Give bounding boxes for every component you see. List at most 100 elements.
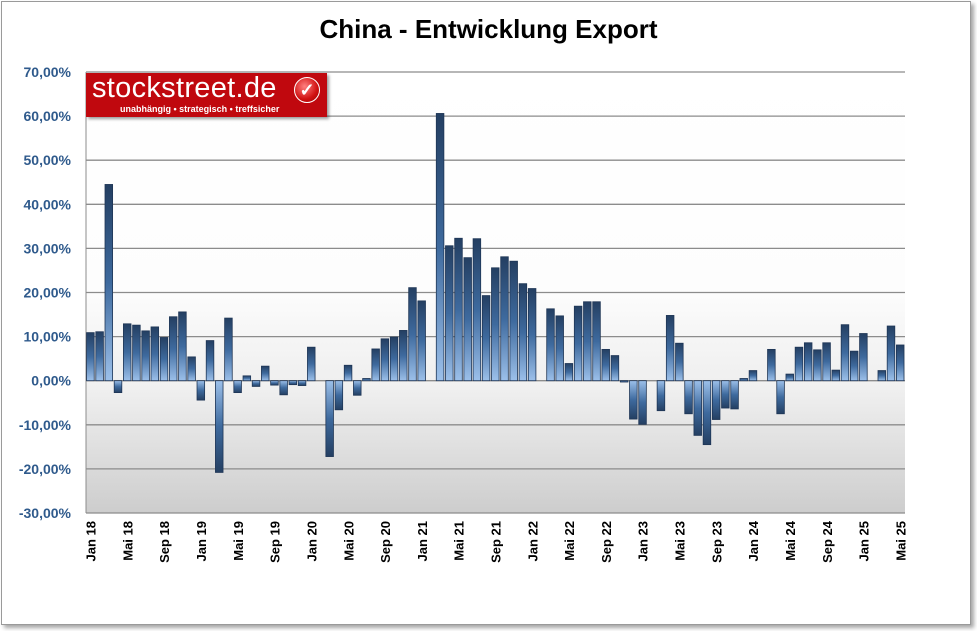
bar-Jan-19 — [196, 380, 206, 401]
bar-Mär-20 — [325, 380, 334, 457]
x-tick-label: Sep 20 — [378, 521, 393, 563]
bar-Aug-18 — [150, 326, 160, 382]
bar-Okt-23 — [721, 380, 730, 409]
bar-Jul-23 — [693, 380, 702, 436]
bar-Sep-19 — [270, 380, 279, 386]
bar-Jun-24 — [794, 346, 804, 382]
bar-Apr-24 — [776, 380, 785, 415]
bar-Aug-22 — [592, 301, 601, 382]
bar-Jul-20 — [362, 378, 371, 382]
y-tick-label: 30,00% — [24, 240, 72, 256]
bar-Jun-18 — [132, 324, 141, 382]
x-tick-label: Sep 24 — [820, 520, 835, 563]
y-tick-label: 60,00% — [24, 108, 72, 124]
bar-Jul-21 — [472, 238, 482, 382]
x-tick-label: Sep 18 — [157, 521, 172, 563]
bar-Dez-19 — [297, 380, 307, 386]
bar-Okt-24 — [831, 369, 840, 382]
bar-Aug-24 — [813, 349, 822, 382]
bar-Jun-22 — [573, 305, 583, 382]
bar-Mär-24 — [767, 348, 776, 382]
bar-Dez-24 — [849, 350, 859, 382]
x-tick-label: Mai 25 — [893, 521, 908, 561]
x-tick-label: Mai 19 — [231, 521, 246, 561]
bar-Mär-23 — [656, 380, 666, 412]
bar-Jun-19 — [242, 375, 252, 382]
bar-Okt-21 — [500, 256, 509, 382]
bar-Mai-23 — [675, 342, 684, 382]
bar-Jul-24 — [803, 342, 813, 382]
bar-Apr-20 — [334, 380, 344, 411]
bar-Okt-20 — [389, 336, 399, 382]
bar-Mai-19 — [233, 380, 242, 394]
bar-Jan-23 — [638, 380, 647, 425]
bar-Dez-22 — [629, 380, 638, 420]
bar-Sep-23 — [711, 380, 721, 420]
bar-Okt-22 — [610, 355, 620, 382]
logo-tagline: unabhängig • strategisch • treffsicher — [120, 104, 280, 114]
bar-Apr-19 — [224, 317, 233, 382]
bar-Apr-25 — [886, 325, 896, 382]
x-tick-label: Mai 23 — [673, 521, 688, 561]
bar-Mai-25 — [895, 344, 905, 382]
bar-Dez-18 — [187, 356, 196, 382]
bar-Sep-24 — [822, 342, 831, 382]
stockstreet-logo: stockstreet.de unabhängig • strategisch … — [86, 73, 327, 117]
bar-Nov-23 — [730, 380, 739, 410]
bar-Jul-18 — [141, 330, 150, 382]
bar-Mai-24 — [785, 373, 794, 382]
bar-Mär-19 — [215, 380, 224, 473]
y-tick-label: 70,00% — [24, 64, 72, 80]
bar-Apr-21 — [445, 245, 454, 382]
bar-Mär-21 — [435, 113, 445, 382]
bar-Jan-20 — [307, 346, 316, 382]
x-tick-label: Mai 20 — [341, 521, 356, 561]
bar-Jul-19 — [251, 380, 261, 387]
bar-Jan-24 — [748, 370, 758, 382]
bar-Aug-19 — [261, 365, 270, 382]
bar-Jan-22 — [527, 288, 537, 382]
bar-Nov-20 — [399, 330, 408, 382]
bar-Apr-18 — [113, 380, 123, 394]
bar-Sep-22 — [601, 348, 610, 382]
bar-Nov-19 — [288, 380, 298, 386]
bar-Mär-25 — [877, 370, 886, 382]
x-tick-label: Sep 23 — [709, 521, 724, 563]
y-tick-label: 50,00% — [24, 152, 72, 168]
y-tick-label: 0,00% — [31, 373, 71, 389]
y-tick-label: 40,00% — [24, 196, 72, 212]
y-tick-label: -10,00% — [19, 417, 72, 433]
bar-Jun-20 — [353, 380, 362, 396]
bar-Nov-22 — [619, 380, 629, 383]
x-tick-label: Mai 24 — [783, 520, 798, 561]
bar-Sep-20 — [380, 338, 390, 382]
x-tick-label: Jan 23 — [636, 521, 651, 561]
bar-Sep-18 — [159, 337, 169, 382]
y-tick-label: 10,00% — [24, 329, 72, 345]
bar-Jan-21 — [417, 300, 426, 382]
bar-Feb-19 — [205, 340, 215, 382]
bar-Mär-22 — [546, 308, 555, 382]
x-tick-label: Sep 22 — [599, 521, 614, 563]
bar-Apr-22 — [555, 315, 564, 382]
bar-Aug-21 — [481, 295, 491, 382]
bar-Mai-18 — [123, 323, 132, 382]
bar-Jun-21 — [463, 257, 472, 382]
x-tick-label: Mai 21 — [452, 521, 467, 561]
bar-Mai-22 — [564, 363, 574, 382]
bar-Jan-25 — [859, 333, 868, 382]
bar-Nov-18 — [178, 311, 187, 382]
bar-Dez-21 — [518, 283, 528, 382]
bar-Apr-23 — [665, 315, 675, 382]
x-tick-label: Sep 21 — [489, 521, 504, 563]
x-tick-label: Jan 21 — [415, 521, 430, 561]
x-tick-label: Jan 25 — [857, 521, 872, 561]
bar-Jan-18 — [86, 332, 95, 382]
x-tick-label: Mai 18 — [120, 521, 135, 561]
bar-Aug-23 — [702, 380, 712, 446]
bar-Feb-18 — [95, 331, 104, 382]
y-tick-label: -30,00% — [19, 505, 72, 521]
bar-Jul-22 — [583, 301, 592, 382]
x-tick-label: Jan 22 — [525, 521, 540, 561]
